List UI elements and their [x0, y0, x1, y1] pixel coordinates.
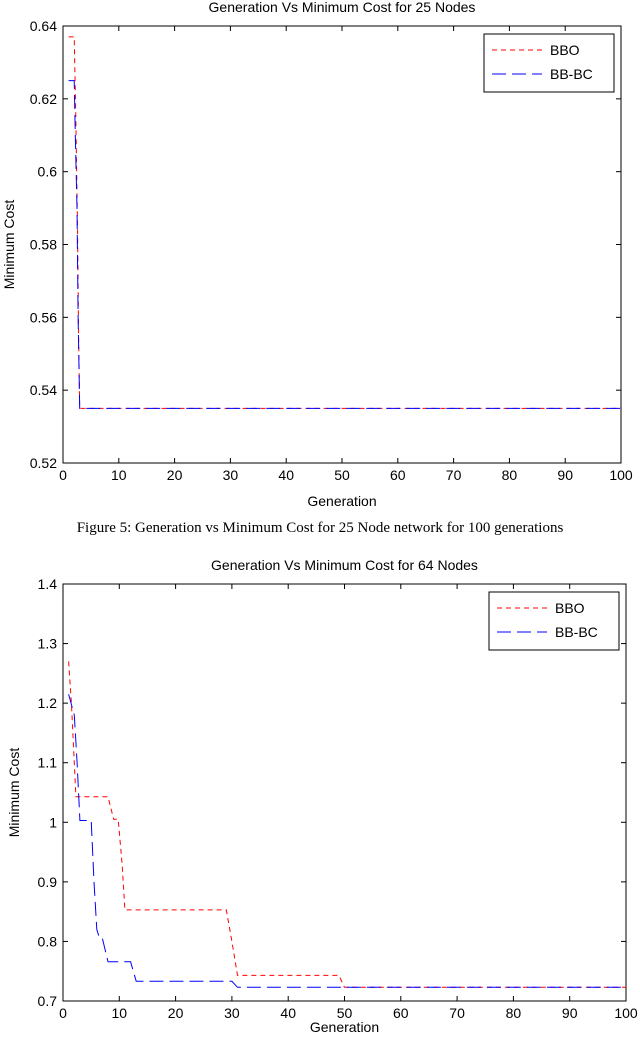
x-tick-label: 30	[224, 1005, 240, 1021]
x-tick-label: 90	[562, 1005, 578, 1021]
legend-box	[483, 33, 615, 93]
chart-title: Generation Vs Minimum Cost for 64 Nodes	[211, 557, 478, 573]
x-tick-label: 50	[334, 467, 350, 483]
y-tick-label: 0.64	[30, 18, 57, 34]
y-tick-label: 1.3	[38, 636, 58, 652]
legend-label-bbo: BBO	[550, 42, 580, 58]
y-axis-label: Minimum Cost	[1, 200, 17, 290]
x-tick-label: 100	[609, 467, 633, 483]
x-axis-label: Generation	[310, 1019, 379, 1035]
x-tick-label: 40	[278, 467, 294, 483]
x-tick-label: 90	[557, 467, 573, 483]
series-line-bb-bc	[68, 80, 621, 409]
legend-box	[488, 591, 620, 651]
x-tick-label: 70	[449, 1005, 465, 1021]
y-tick-label: 0.9	[38, 874, 58, 890]
x-tick-label: 30	[223, 467, 239, 483]
y-tick-label: 0.6	[38, 164, 58, 180]
legend-label-bbo: BBO	[555, 600, 585, 616]
plot-frame	[62, 25, 622, 464]
legend-label-bb-bc: BB-BC	[550, 66, 593, 82]
legend-label-bb-bc: BB-BC	[555, 624, 598, 640]
legend: BBO BB-BC	[483, 33, 615, 93]
x-tick-label: 60	[393, 1005, 409, 1021]
y-tick-label: 0.8	[38, 933, 58, 949]
x-tick-label: 40	[280, 1005, 296, 1021]
x-tick-label: 20	[168, 1005, 184, 1021]
x-tick-label: 0	[59, 1005, 67, 1021]
x-tick-label: 80	[506, 1005, 522, 1021]
y-tick-label: 0.7	[38, 993, 58, 1009]
figure-caption: Figure 5: Generation vs Minimum Cost for…	[76, 520, 564, 536]
plot-frame	[62, 583, 627, 1002]
y-tick-label: 0.54	[30, 382, 57, 398]
x-tick-label: 60	[390, 467, 406, 483]
y-tick-label: 0.56	[30, 309, 57, 325]
x-tick-label: 70	[446, 467, 462, 483]
y-tick-label: 1	[49, 814, 57, 830]
y-tick-label: 0.62	[30, 91, 57, 107]
y-tick-label: 0.52	[30, 455, 57, 471]
series-line-bbo	[68, 661, 626, 988]
x-axis-label: Generation	[307, 493, 376, 509]
x-tick-label: 20	[167, 467, 183, 483]
y-tick-label: 1.4	[38, 576, 58, 592]
y-tick-label: 1.1	[38, 755, 58, 771]
x-tick-label: 10	[111, 467, 127, 483]
y-axis-label: Minimum Cost	[6, 748, 22, 838]
chart-title: Generation Vs Minimum Cost for 25 Nodes	[209, 0, 476, 15]
y-tick-label: 0.58	[30, 237, 57, 253]
chart-64-nodes: Generation Vs Minimum Cost for 64 Nodes 0…	[6, 557, 638, 1035]
x-tick-label: 10	[112, 1005, 128, 1021]
legend: BBO BB-BC	[488, 591, 620, 651]
x-tick-label: 0	[59, 467, 67, 483]
x-tick-label: 80	[502, 467, 518, 483]
series-line-bb-bc	[68, 694, 626, 988]
y-tick-label: 1.2	[38, 695, 58, 711]
chart-25-nodes: Generation Vs Minimum Cost for 25 Nodes 0…	[1, 0, 633, 509]
x-tick-label: 50	[337, 1005, 353, 1021]
x-tick-label: 100	[614, 1005, 638, 1021]
